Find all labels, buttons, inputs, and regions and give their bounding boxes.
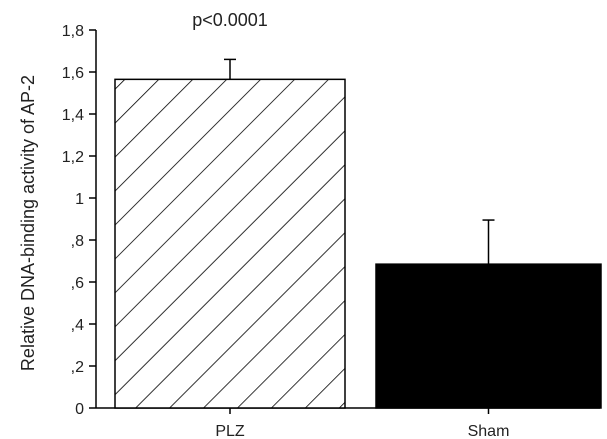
y-tick-label: 1,2 <box>62 149 84 166</box>
y-tick-label: 1,8 <box>62 23 84 40</box>
y-tick-label: ,8 <box>71 233 84 250</box>
y-tick-label: ,4 <box>71 317 84 334</box>
y-axis-title: Relative DNA-binding activity of AP-2 <box>18 75 38 371</box>
y-tick-label: ,6 <box>71 275 84 292</box>
y-tick-label: 1 <box>75 191 84 208</box>
y-tick-label: 1,4 <box>62 107 84 124</box>
x-category-label: PLZ <box>215 423 245 439</box>
bar-sham <box>375 263 602 409</box>
significance-annotation: p<0.0001 <box>192 10 268 30</box>
bar-plz <box>114 78 346 409</box>
y-tick-label: 1,6 <box>62 65 84 82</box>
y-tick-label: ,2 <box>71 359 84 376</box>
y-tick-label: 0 <box>75 401 84 418</box>
x-category-label: Sham <box>468 423 510 439</box>
